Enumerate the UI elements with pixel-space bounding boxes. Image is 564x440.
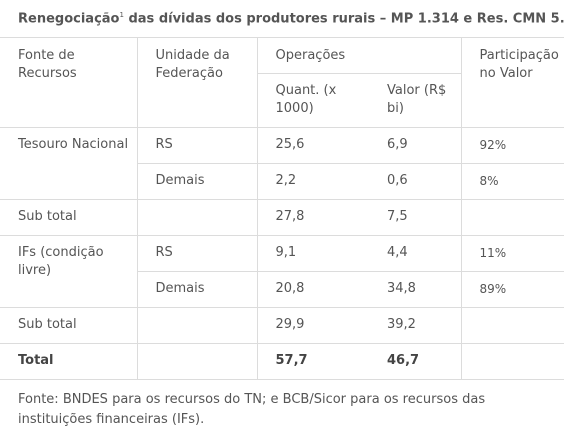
cell-fonte: Sub total (0, 307, 138, 344)
cell-part: 89% (461, 271, 564, 308)
cell-quant: 9,1 (257, 235, 369, 272)
header-quant: Quant. (x 1000) (257, 73, 369, 128)
cell-part (461, 343, 564, 380)
cell-valor: 4,4 (369, 235, 462, 272)
cell-part (461, 199, 564, 236)
cell-quant: 2,2 (257, 163, 369, 200)
title-footnote-marker: 1 (119, 11, 124, 19)
cell-fonte: Sub total (0, 199, 138, 236)
renegotiation-table: Fonte de Recursos Unidade da Federação O… (0, 37, 564, 380)
header-valor: Valor (R$ bi) (369, 73, 462, 128)
cell-valor: 7,5 (369, 199, 462, 236)
table-title: Renegociação1 das dívidas dos produtores… (0, 0, 564, 37)
cell-valor: 34,8 (369, 271, 462, 308)
table-row: IFs (condição livre) RS 9,1 4,4 11% (0, 235, 564, 308)
cell-valor: 46,7 (369, 343, 462, 380)
source-footnote: Fonte: BNDES para os recursos do TN; e B… (0, 379, 564, 430)
cell-fonte: Tesouro Nacional (0, 127, 138, 200)
cell-quant: 57,7 (257, 343, 369, 380)
header-participacao: Participação no Valor (461, 37, 564, 128)
cell-quant: 27,8 (257, 199, 369, 236)
header-uf: Unidade da Federação (137, 37, 258, 128)
cell-uf: Demais (137, 163, 258, 200)
table-row: Demais 2,2 0,6 8% (0, 163, 564, 200)
cell-part: 92% (461, 127, 564, 164)
header-fonte: Fonte de Recursos (0, 37, 138, 128)
cell-uf: Demais (137, 271, 258, 308)
table-row: Tesouro Nacional RS 25,6 6,9 92% (0, 127, 564, 200)
cell-quant: 20,8 (257, 271, 369, 308)
cell-uf (137, 343, 258, 380)
cell-valor: 0,6 (369, 163, 462, 200)
cell-quant: 25,6 (257, 127, 369, 164)
header-row-1: Fonte de Recursos Unidade da Federação O… (0, 37, 564, 128)
header-operacoes: Operações (257, 37, 462, 74)
cell-part (461, 307, 564, 344)
cell-part: 11% (461, 235, 564, 272)
cell-uf: RS (137, 235, 258, 272)
cell-fonte: Total (0, 343, 138, 380)
header-row-2: Quant. (x 1000) Valor (R$ bi) (0, 73, 564, 128)
cell-uf (137, 307, 258, 344)
cell-quant: 29,9 (257, 307, 369, 344)
cell-uf (137, 199, 258, 236)
cell-uf: RS (137, 127, 258, 164)
table-row: Sub total 29,9 39,2 (0, 307, 564, 344)
title-rest: das dívidas dos produtores rurais – MP 1… (123, 11, 564, 27)
cell-fonte: IFs (condição livre) (0, 235, 138, 308)
table-row: Demais 20,8 34,8 89% (0, 271, 564, 308)
cell-part: 8% (461, 163, 564, 200)
table-row: Sub total 27,8 7,5 (0, 199, 564, 236)
cell-valor: 6,9 (369, 127, 462, 164)
cell-valor: 39,2 (369, 307, 462, 344)
total-row: Total 57,7 46,7 (0, 343, 564, 380)
title-main: Renegociação (18, 11, 120, 27)
